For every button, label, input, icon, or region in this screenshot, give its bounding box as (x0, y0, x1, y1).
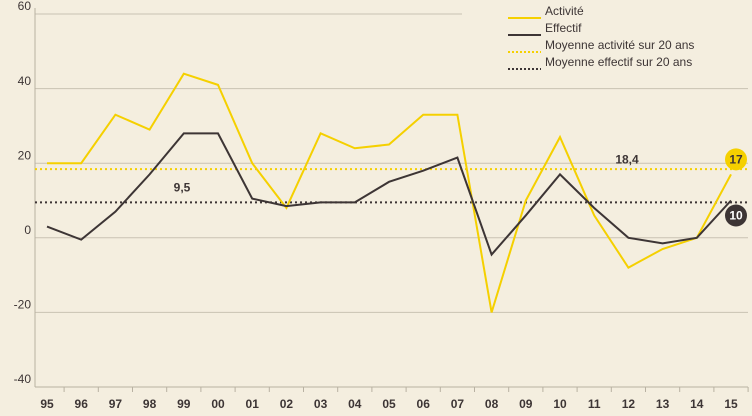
series-line (46, 132, 732, 257)
x-tick-label: 12 (622, 397, 636, 411)
series-line (47, 72, 732, 313)
legend-label: Moyenne effectif sur 20 ans (545, 55, 692, 69)
end-label-badge (725, 204, 747, 227)
x-tick-label: 99 (177, 397, 191, 411)
x-tick-label: 96 (75, 397, 89, 411)
y-tick-label: 0 (24, 223, 31, 237)
x-tick-label: 01 (246, 397, 260, 411)
x-tick-label: 08 (485, 397, 499, 411)
x-tick-label: 13 (656, 397, 670, 411)
x-tick-label: 95 (40, 397, 54, 411)
x-tick-label: 05 (382, 397, 396, 411)
x-tick-label: 14 (690, 397, 704, 411)
y-tick-label: 60 (18, 0, 32, 13)
x-tick-label: 10 (553, 397, 567, 411)
end-label-badge (725, 148, 747, 171)
x-tick-label: 03 (314, 397, 328, 411)
x-tick-label: 15 (724, 397, 738, 411)
legend-label: Moyenne activité sur 20 ans (545, 38, 694, 52)
x-tick-label: 97 (109, 397, 123, 411)
y-tick-label: 40 (18, 74, 32, 88)
x-tick-label: 11 (588, 397, 601, 411)
x-tick-label: 04 (348, 397, 362, 411)
average-label: 9,5 (174, 181, 191, 195)
x-tick-label: 00 (211, 397, 225, 411)
x-tick-label: 98 (143, 397, 157, 411)
x-tick-label: 06 (417, 397, 431, 411)
average-label: 18,4 (615, 152, 639, 166)
x-tick-label: 02 (280, 397, 294, 411)
legend-label: Activité (545, 4, 584, 18)
y-tick-label: 20 (18, 148, 32, 162)
x-tick-label: 07 (451, 397, 465, 411)
end-label: 17 (729, 153, 743, 167)
end-label: 10 (729, 209, 743, 223)
y-tick-label: -20 (14, 298, 32, 312)
y-tick-label: -40 (14, 372, 32, 386)
x-tick-label: 09 (519, 397, 533, 411)
legend-label: Effectif (545, 21, 582, 35)
